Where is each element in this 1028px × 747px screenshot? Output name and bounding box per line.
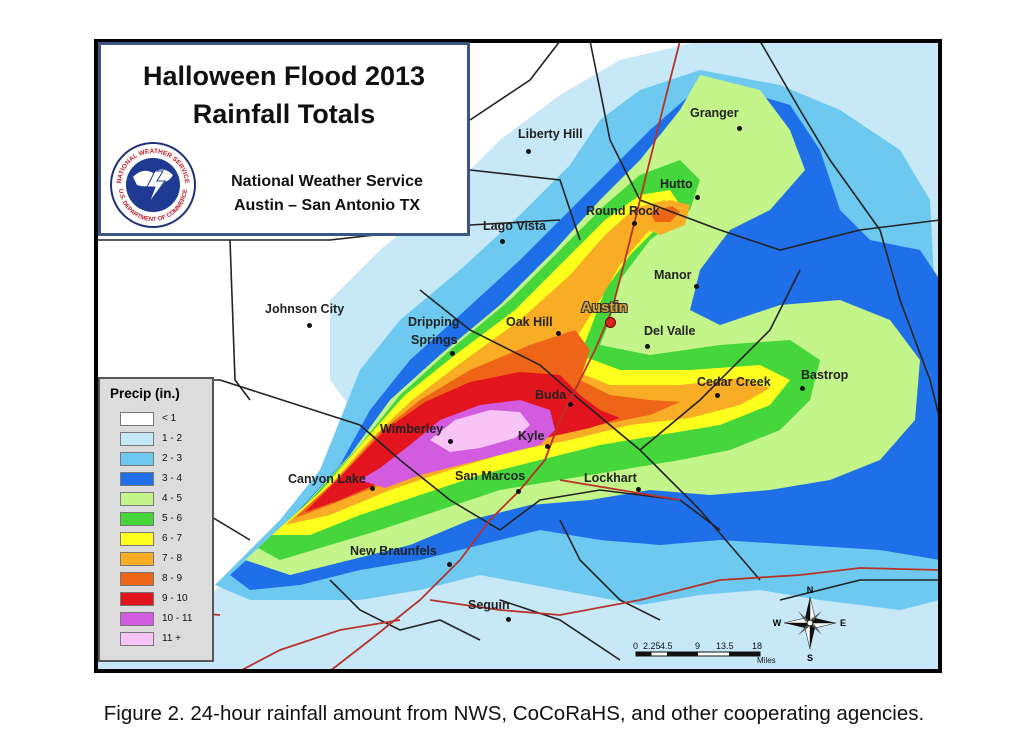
legend-swatch [120, 432, 154, 446]
city-label-manor: Manor [654, 268, 692, 282]
legend-label: 8 - 9 [162, 573, 183, 584]
city-label-del-valle: Del Valle [644, 324, 696, 338]
legend-swatch [120, 632, 154, 646]
city-label-liberty-hill: Liberty Hill [518, 127, 583, 141]
legend-label: 10 - 11 [162, 613, 193, 624]
legend-label: 1 - 2 [162, 433, 183, 444]
city-label-granger: Granger [690, 106, 739, 120]
city-dot [694, 284, 699, 289]
capital-city-dot [605, 317, 616, 328]
legend-label: 3 - 4 [162, 473, 183, 484]
map-title-line-1: Halloween Flood 2013 [142, 61, 426, 91]
legend-swatch [120, 492, 154, 506]
legend-swatch [120, 452, 154, 466]
legend-swatch [120, 592, 154, 606]
city-label-bastrop: Bastrop [801, 368, 849, 382]
city-dot [556, 331, 561, 336]
scale-tick-label: 18 [752, 641, 763, 651]
scale-tick-label: 4.5 [660, 641, 673, 651]
scale-tick-label: 13.5 [716, 641, 734, 651]
city-label-johnson-city: Johnson City [265, 302, 345, 316]
city-label-dripping-springs-1: Dripping [408, 315, 460, 329]
city-label-canyon-lake: Canyon Lake [288, 472, 366, 486]
scale-unit-label: Miles [757, 656, 776, 665]
legend-label: < 1 [162, 413, 177, 424]
legend-label: 6 - 7 [162, 533, 183, 544]
city-dot [307, 323, 312, 328]
city-dot [545, 444, 550, 449]
compass-s-label: S [807, 653, 813, 663]
legend-label: 5 - 6 [162, 513, 183, 524]
legend-swatch [120, 532, 154, 546]
city-label-dripping-springs-2: Springs [411, 333, 458, 347]
nws-logo-icon: NATIONAL WEATHER SERVICE U.S. DEPARTMENT… [110, 142, 196, 228]
city-label-lockhart: Lockhart [584, 471, 637, 485]
precip-legend: Precip (in.) < 1 1 - 2 2 - 3 3 - 4 4 - 5… [98, 377, 214, 662]
compass-e-label: E [840, 618, 846, 628]
city-dot [632, 221, 637, 226]
legend-label: 11 + [162, 633, 181, 644]
office-region: Austin – San Antonio TX [233, 197, 421, 214]
city-dot [506, 617, 511, 622]
legend-swatch [120, 512, 154, 526]
city-label-buda: Buda [535, 388, 567, 402]
city-label-new-braunfels: New Braunfels [350, 544, 437, 558]
legend-swatch [120, 472, 154, 486]
office-name: National Weather Service [231, 173, 423, 190]
city-dot [370, 486, 375, 491]
city-dot [516, 489, 521, 494]
legend-label: 4 - 5 [162, 493, 183, 504]
legend-label: 7 - 8 [162, 553, 183, 564]
city-label-seguin: Seguin [468, 598, 510, 612]
city-dot [447, 562, 452, 567]
map-title-line-2: Rainfall Totals [192, 99, 376, 129]
precip-11-plus-zone [430, 410, 530, 452]
city-dot [645, 344, 650, 349]
figure-caption: Figure 2. 24-hour rainfall amount from N… [103, 702, 925, 725]
city-dot [800, 386, 805, 391]
legend-swatch [120, 552, 154, 566]
city-dot [500, 239, 505, 244]
city-dot [636, 487, 641, 492]
precip-8-9-hotspot [650, 206, 680, 222]
scale-tick-label: 9 [695, 641, 701, 651]
compass-rose: N S E W [773, 585, 846, 663]
legend-swatch [120, 412, 154, 426]
title-box: Halloween Flood 2013 Rainfall Totals NAT… [98, 42, 470, 236]
legend-label: 2 - 3 [162, 453, 183, 464]
legend-swatch [120, 572, 154, 586]
city-label-san-marcos: San Marcos [455, 469, 526, 483]
scale-bar [635, 651, 761, 657]
legend-swatch [120, 612, 154, 626]
city-dot [526, 149, 531, 154]
scale-tick-label: 2.25 [643, 641, 661, 651]
city-dot [695, 195, 700, 200]
city-label-oak-hill: Oak Hill [506, 315, 553, 329]
legend-label: 9 - 10 [162, 593, 188, 604]
city-label-cedar-creek: Cedar Creek [697, 375, 771, 389]
scale-tick-label: 0 [633, 641, 639, 651]
city-dot [448, 439, 453, 444]
compass-n-label: N [807, 585, 814, 595]
city-dot [737, 126, 742, 131]
city-label-kyle: Kyle [518, 429, 545, 443]
city-label-wimberley: Wimberley [380, 422, 444, 436]
compass-w-label: W [773, 618, 782, 628]
city-dot [715, 393, 720, 398]
city-dot [568, 402, 573, 407]
city-label-hutto: Hutto [660, 177, 693, 191]
city-label-round-rock: Round Rock [586, 204, 660, 218]
city-label-lago-vista: Lago Vista [483, 219, 546, 233]
city-dot [450, 351, 455, 356]
city-label-austin: Austin [581, 299, 628, 316]
legend-title: Precip (in.) [110, 386, 180, 401]
